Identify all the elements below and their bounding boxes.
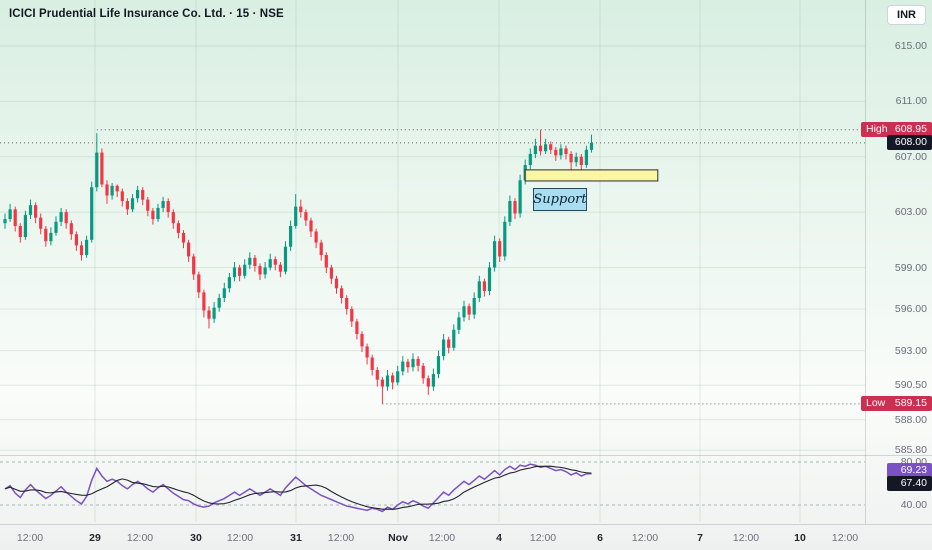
chart-canvas[interactable]	[0, 0, 932, 524]
price-axis-label: 590.50	[894, 379, 927, 392]
rsi-line	[4, 463, 592, 513]
time-axis-label: 12:00	[327, 532, 355, 544]
grid	[0, 0, 865, 522]
price-axis-label: 596.00	[894, 303, 927, 316]
time-axis-label: 30	[190, 532, 202, 544]
rsi-ma-value-badge: 67.40	[887, 475, 932, 491]
time-axis-label: 12:00	[428, 532, 456, 544]
currency-button[interactable]: INR	[887, 5, 926, 25]
time-axis-label: 12:00	[16, 532, 44, 544]
time-axis-label: 12:00	[529, 532, 557, 544]
rsi-value-badge: 69.23	[887, 462, 932, 478]
rsi-ma-line	[4, 465, 592, 510]
time-axis-label: 12:00	[226, 532, 254, 544]
low-price-badge: Low 589.15	[861, 396, 932, 412]
time-axis-label: 4	[496, 532, 502, 544]
time-axis-label: 7	[697, 532, 703, 544]
high-badge-label: High	[866, 123, 888, 136]
price-axis-label: 593.00	[894, 344, 927, 357]
support-zone[interactable]	[524, 169, 659, 182]
price-axis-label: 611.00	[895, 95, 927, 108]
price-axis-label: 615.00	[894, 39, 927, 52]
time-axis-label: 31	[290, 532, 302, 544]
time-axis-label: Nov	[388, 532, 408, 544]
symbol-title[interactable]: ICICI Prudential Life Insurance Co. Ltd.…	[9, 8, 284, 20]
rsi-band-lines	[0, 461, 865, 506]
price-axis-label: 599.00	[894, 261, 927, 274]
high-price-badge: High 608.95	[861, 122, 932, 138]
support-label[interactable]: Support	[533, 188, 587, 211]
last-price-badge: 608.00	[887, 135, 932, 151]
price-axis-label: 588.00	[894, 413, 927, 426]
time-axis-label: 12:00	[631, 532, 659, 544]
time-axis-label: 6	[597, 532, 603, 544]
time-axis-label: 12:00	[732, 532, 760, 544]
time-axis-label: 29	[89, 532, 101, 544]
pane-divider[interactable]	[0, 455, 932, 456]
rsi-axis-label: 40.00	[900, 499, 927, 511]
time-axis-label: 12:00	[126, 532, 154, 544]
price-level-lines	[0, 129, 865, 405]
price-axis-label: 603.00	[894, 206, 927, 219]
low-badge-label: Low	[866, 397, 886, 410]
high-badge-value: 608.95	[894, 123, 927, 136]
time-axis-label: 12:00	[831, 532, 859, 544]
candlestick-series	[3, 129, 594, 404]
time-axis[interactable]: 12:00 29 12:00 30 12:00 31 12:00 Nov 12:00 4 12:00…	[0, 524, 932, 550]
time-axis-label: 10	[794, 532, 806, 544]
price-axis-label: 607.00	[894, 150, 927, 163]
price-axis[interactable]: 615.00 611.00 607.00 603.00 599.00 596.00 593.…	[865, 0, 932, 524]
low-badge-value: 589.15	[894, 397, 927, 410]
price-axis-label: 585.80	[894, 444, 927, 457]
